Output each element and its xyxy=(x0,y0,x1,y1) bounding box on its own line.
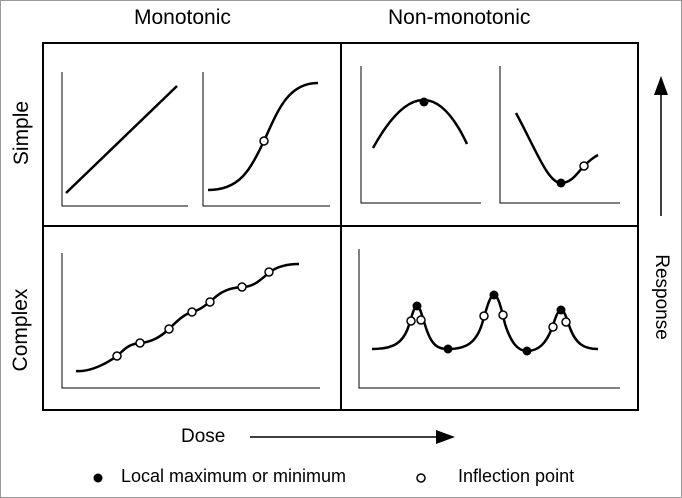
inflection-point-marker xyxy=(264,267,274,277)
panel-simple-monotonic-sigmoid xyxy=(202,72,330,207)
panel-complex-nonmonotonic xyxy=(358,249,620,389)
axes xyxy=(360,66,481,204)
legend-label-maximum-minimum: Local maximum or minimum xyxy=(121,466,347,486)
u-curve xyxy=(514,112,599,185)
local-maximum-marker xyxy=(419,97,429,107)
inflection-point-marker xyxy=(406,316,416,326)
inflection-point-marker xyxy=(561,317,571,327)
legend-filled-dot-icon xyxy=(93,473,103,483)
inflection-point-marker xyxy=(579,161,589,171)
inflection-point-marker xyxy=(479,311,489,321)
inflection-point-marker xyxy=(416,315,426,325)
response-axis-label: Response xyxy=(651,254,672,340)
inflection-point-marker xyxy=(205,297,215,307)
local-maximum-marker xyxy=(489,290,499,300)
local-minimum-marker xyxy=(556,178,566,188)
inflection-point-marker xyxy=(237,282,247,292)
column-heading-monotonic: Monotonic xyxy=(134,6,231,29)
panel-simple-nonmonotonic-inverted-u xyxy=(360,66,481,204)
legend-open-circle-icon xyxy=(416,473,426,483)
inverted-u-curve xyxy=(371,98,469,149)
dose-axis-label: Dose xyxy=(181,426,226,447)
inflection-point-marker xyxy=(498,310,508,320)
inflection-point-marker xyxy=(548,322,558,332)
linear-curve xyxy=(65,85,178,194)
panel-simple-nonmonotonic-u xyxy=(499,66,620,204)
inflection-point-marker xyxy=(112,351,122,361)
panel-complex-monotonic xyxy=(61,253,320,389)
axes xyxy=(61,253,320,389)
stepped-monotonic-curve xyxy=(75,262,300,373)
axes xyxy=(202,72,330,207)
local-minimum-marker xyxy=(443,344,453,354)
axes xyxy=(61,72,188,207)
inflection-point-marker xyxy=(187,307,197,317)
axes xyxy=(358,249,620,389)
inflection-point-marker xyxy=(135,338,145,348)
dose-arrow xyxy=(250,430,455,444)
column-heading-non-monotonic: Non-monotonic xyxy=(388,6,531,29)
row-heading-simple: Simple xyxy=(10,100,33,166)
row-heading-complex: Complex xyxy=(9,288,32,372)
local-maximum-marker xyxy=(412,301,422,311)
legend-label-inflection: Inflection point xyxy=(458,466,575,486)
response-arrow xyxy=(654,76,668,216)
inflection-point-marker xyxy=(164,324,174,334)
local-maximum-marker xyxy=(556,305,566,315)
axes xyxy=(499,66,620,204)
inflection-point-marker xyxy=(259,136,269,146)
panel-simple-monotonic-linear xyxy=(61,72,188,207)
local-minimum-marker xyxy=(522,346,532,356)
